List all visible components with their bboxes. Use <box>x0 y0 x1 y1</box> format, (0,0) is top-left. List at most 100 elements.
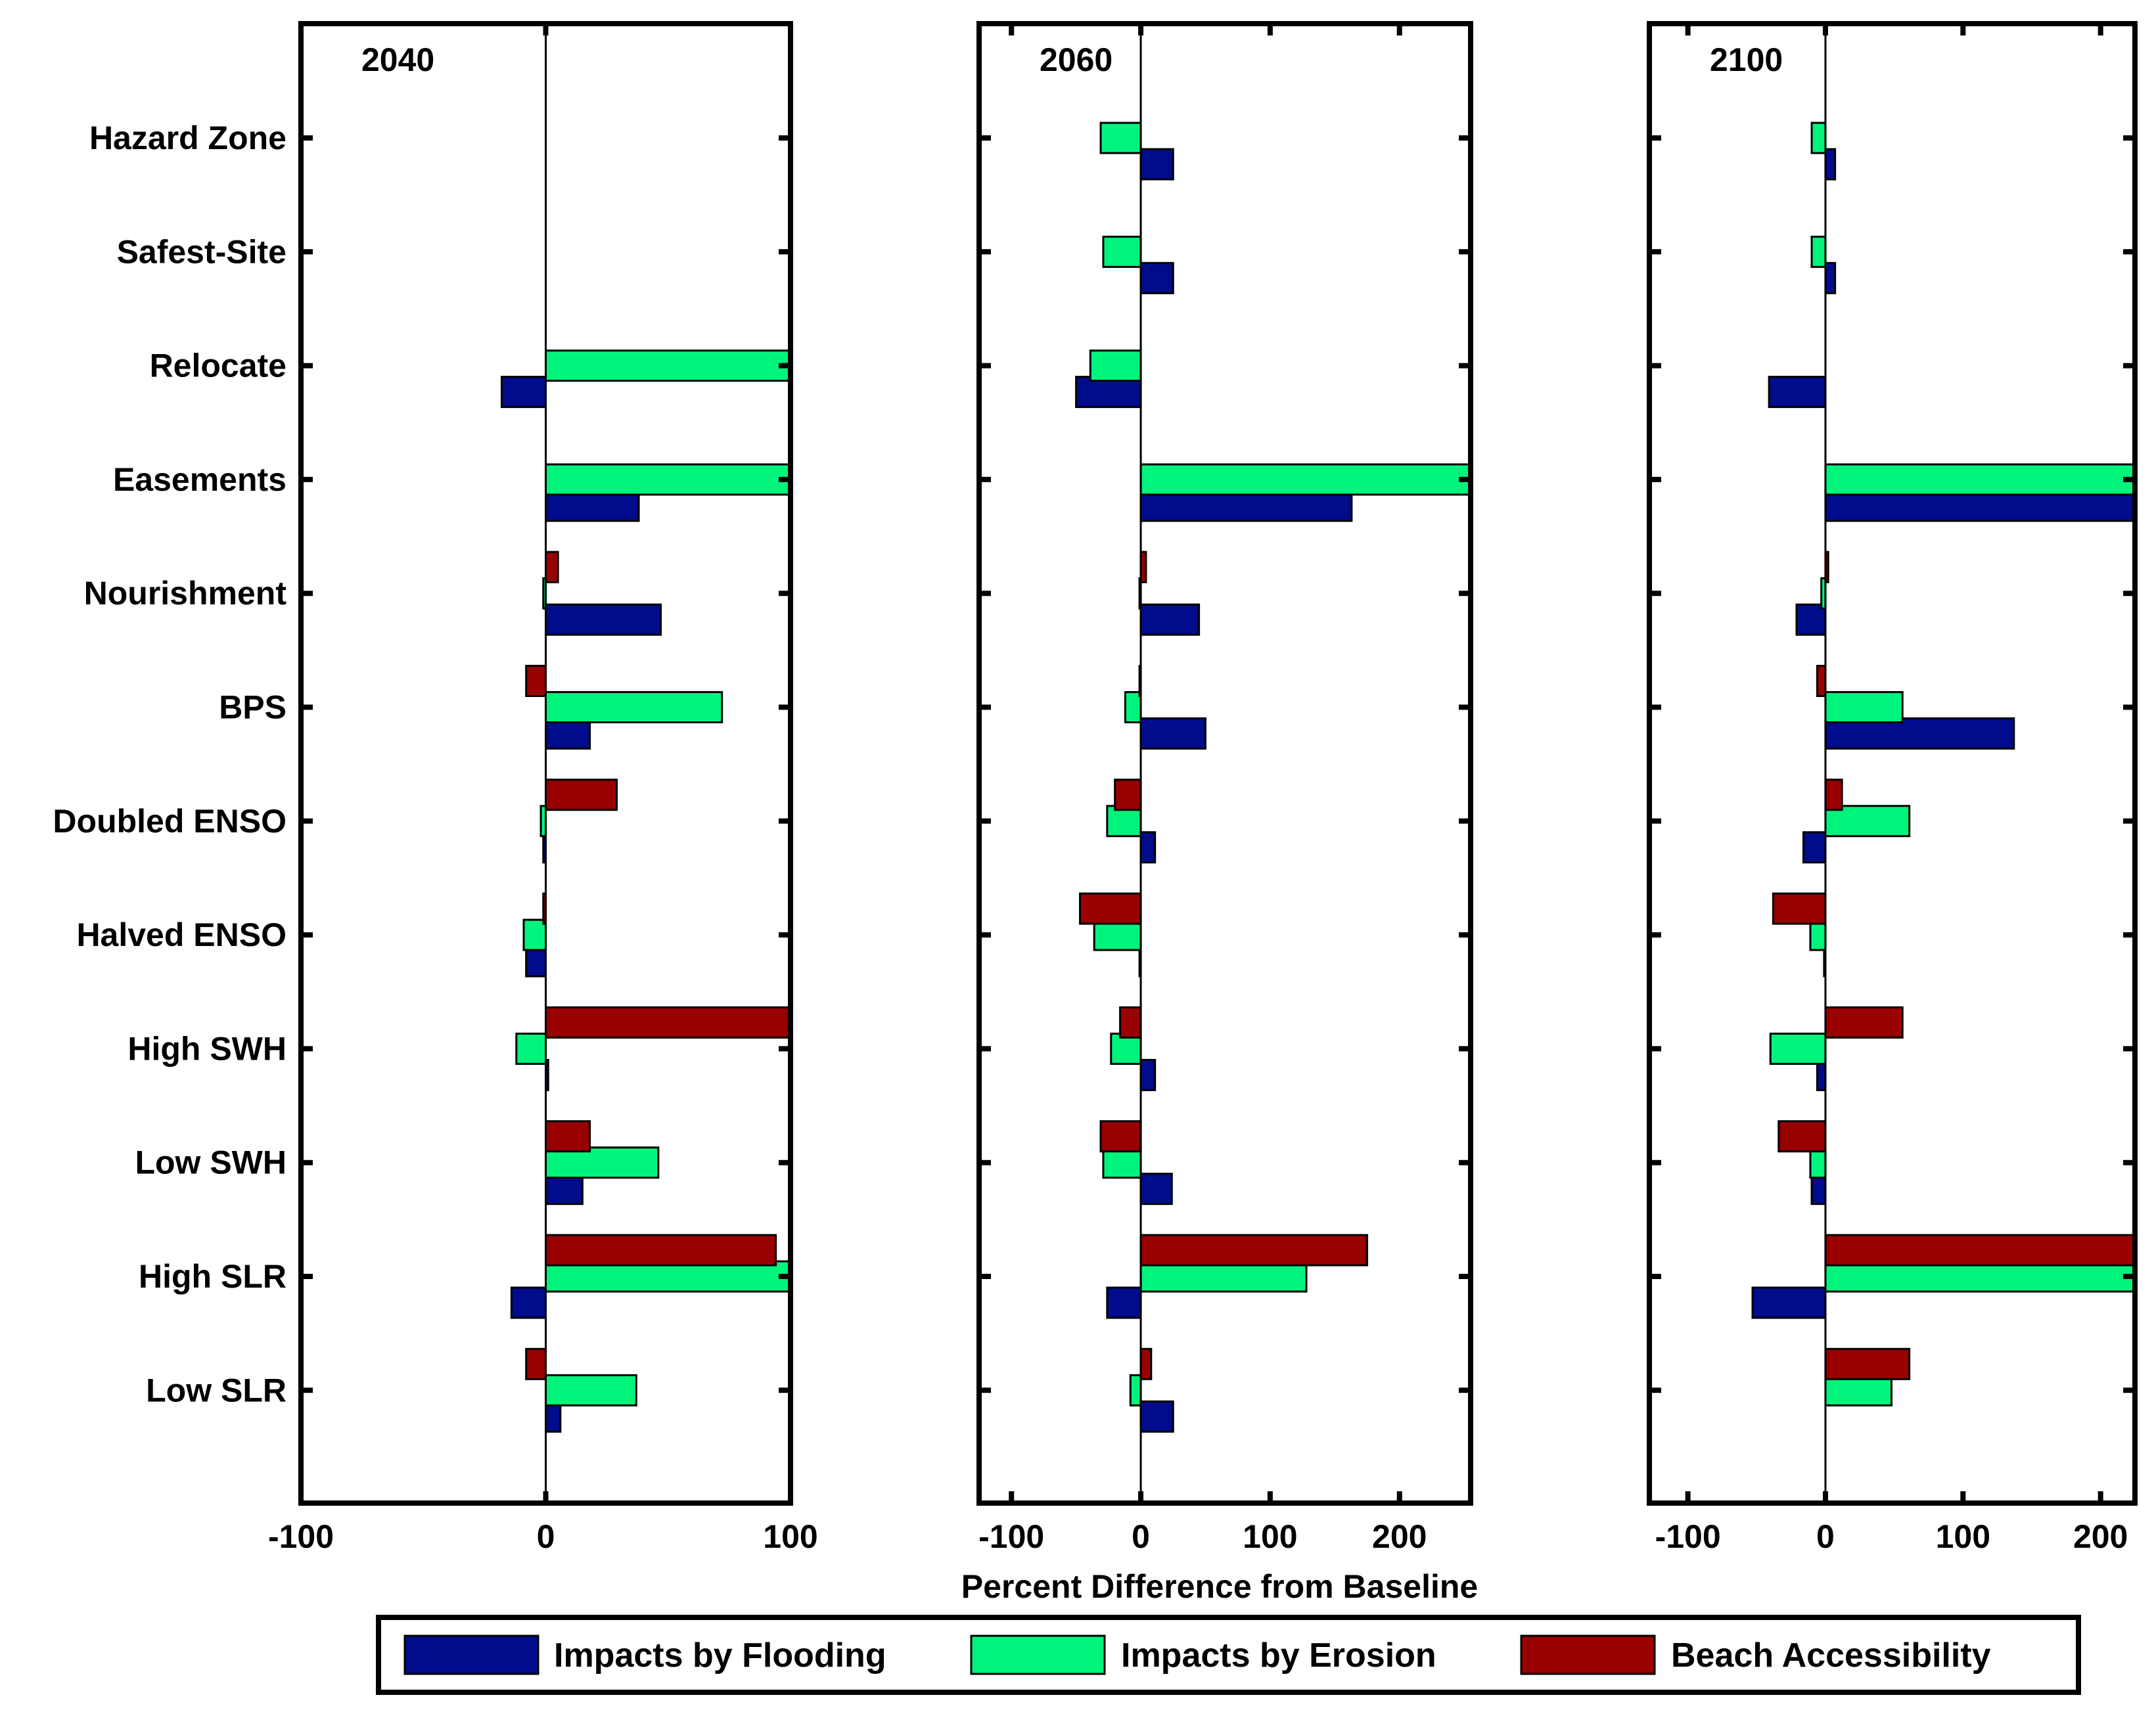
bar-2060-nourishment-impacts-by-flooding <box>1139 603 1201 636</box>
bar-2100-high-swh-beach-accessibility <box>1824 1006 1904 1039</box>
bar-2040-relocate-impacts-by-erosion <box>545 349 792 382</box>
category-label-halved-enso: Halved ENSO <box>76 916 287 953</box>
bar-2100-bps-impacts-by-flooding <box>1824 717 2015 750</box>
xtick-label-2040-100: -100 <box>268 1518 334 1555</box>
category-label-low-slr: Low SLR <box>146 1372 287 1408</box>
bar-2060-high-slr-impacts-by-flooding <box>1106 1286 1142 1319</box>
bar-2100-high-slr-beach-accessibility <box>1824 1234 2136 1267</box>
xtick-label-2060-100: 100 <box>1243 1518 1297 1555</box>
bar-2060-safest-site-impacts-by-flooding <box>1139 261 1174 294</box>
category-label-nourishment: Nourishment <box>84 575 287 612</box>
category-label-doubled-enso: Doubled ENSO <box>53 803 287 840</box>
legend: Impacts by Flooding Impacts by Erosion Bea… <box>376 1615 2081 1695</box>
bar-2100-safest-site-impacts-by-erosion <box>1810 235 1827 268</box>
bar-2100-relocate-impacts-by-flooding <box>1768 376 1827 409</box>
bar-2060-doubled-enso-beach-accessibility <box>1114 778 1142 811</box>
category-label-relocate: Relocate <box>150 348 287 384</box>
bar-2060-halved-enso-impacts-by-erosion <box>1093 918 1142 951</box>
xtick-label-2100-200: 200 <box>2073 1518 2128 1555</box>
bar-2060-halved-enso-beach-accessibility <box>1079 892 1142 925</box>
bar-2100-safest-site-impacts-by-flooding <box>1824 261 1837 294</box>
bar-2040-high-slr-impacts-by-flooding <box>510 1286 547 1319</box>
bar-2040-nourishment-impacts-by-flooding <box>545 603 662 636</box>
category-label-easements: Easements <box>113 461 287 498</box>
bar-2100-easements-impacts-by-erosion <box>1824 463 2136 496</box>
bar-2060-easements-impacts-by-erosion <box>1139 463 1472 496</box>
bar-2100-doubled-enso-impacts-by-flooding <box>1802 831 1827 864</box>
bar-2060-bps-impacts-by-flooding <box>1139 717 1206 750</box>
panel-2060: -100 0 100 200 2060 <box>976 21 1473 1555</box>
bar-2100-halved-enso-beach-accessibility <box>1772 892 1827 925</box>
legend-box <box>376 1615 2081 1695</box>
xtick-label-2100-0: 0 <box>1816 1518 1835 1555</box>
bar-2040-easements-impacts-by-erosion <box>545 463 792 496</box>
panel-title-2040: 2040 <box>361 41 434 78</box>
panel-frame-2060 <box>976 21 1473 1506</box>
bar-2100-doubled-enso-beach-accessibility <box>1824 778 1843 811</box>
legend-swatch-impacts-by-flooding <box>403 1634 539 1675</box>
legend-label-impacts-by-erosion: Impacts by Erosion <box>1121 1636 1436 1675</box>
bar-2040-low-slr-impacts-by-erosion <box>545 1374 637 1407</box>
bar-2100-high-slr-impacts-by-flooding <box>1751 1286 1827 1319</box>
bar-2100-bps-impacts-by-erosion <box>1824 691 1904 723</box>
bar-2040-high-slr-beach-accessibility <box>545 1234 777 1267</box>
category-label-high-swh: High SWH <box>127 1030 287 1067</box>
bar-2040-doubled-enso-beach-accessibility <box>545 778 618 811</box>
xtick-label-2060-100: -100 <box>978 1518 1044 1555</box>
bar-2060-hazard-zone-impacts-by-erosion <box>1099 122 1142 154</box>
panel-2040: -100 0 100 2040 <box>268 21 818 1555</box>
category-label-low-swh: Low SWH <box>135 1144 287 1181</box>
bar-2060-low-slr-beach-accessibility <box>1139 1347 1153 1380</box>
bar-2040-low-swh-beach-accessibility <box>545 1120 591 1153</box>
bar-2060-high-slr-beach-accessibility <box>1139 1234 1369 1267</box>
bar-2100-high-slr-impacts-by-erosion <box>1824 1260 2136 1293</box>
bar-2100-hazard-zone-impacts-by-flooding <box>1824 148 1837 181</box>
bar-2040-high-swh-beach-accessibility <box>545 1006 792 1039</box>
bar-2040-low-swh-impacts-by-erosion <box>545 1146 660 1179</box>
category-label-high-slr: High SLR <box>139 1258 287 1295</box>
bar-2060-bps-impacts-by-erosion <box>1124 691 1142 723</box>
bar-2060-doubled-enso-impacts-by-flooding <box>1139 831 1157 864</box>
bar-2040-high-swh-impacts-by-erosion <box>515 1032 547 1065</box>
bar-2040-relocate-impacts-by-flooding <box>500 376 547 409</box>
bar-2100-low-slr-beach-accessibility <box>1824 1347 1911 1380</box>
bar-2060-low-slr-impacts-by-flooding <box>1139 1400 1174 1433</box>
panel-title-2060: 2060 <box>1040 41 1112 78</box>
bar-2100-low-swh-beach-accessibility <box>1778 1120 1827 1153</box>
bar-2060-hazard-zone-impacts-by-flooding <box>1139 148 1174 181</box>
panel-2100: -100 0 100 200 2100 <box>1647 21 2138 1555</box>
bar-2040-bps-beach-accessibility <box>525 665 547 697</box>
xtick-label-2100-100: 100 <box>1936 1518 1990 1555</box>
bar-2060-relocate-impacts-by-erosion <box>1089 349 1142 382</box>
bar-2100-bps-beach-accessibility <box>1816 665 1827 697</box>
x-axis-title: Percent Difference from Baseline <box>961 1568 1478 1605</box>
xtick-label-2060-0: 0 <box>1132 1518 1150 1555</box>
legend-swatch-impacts-by-erosion <box>970 1634 1106 1675</box>
category-label-bps: BPS <box>219 689 287 726</box>
legend-label-impacts-by-flooding: Impacts by Flooding <box>554 1636 886 1675</box>
xtick-label-2040-100: 100 <box>763 1518 817 1555</box>
bar-2060-easements-impacts-by-flooding <box>1139 489 1353 522</box>
xtick-label-2040-0: 0 <box>537 1518 555 1555</box>
bar-2040-bps-impacts-by-flooding <box>545 717 591 750</box>
panel-title-2100: 2100 <box>1710 41 1783 78</box>
legend-label-beach-accessibility: Beach Accessibility <box>1671 1636 1991 1675</box>
bar-2040-low-slr-beach-accessibility <box>525 1347 547 1380</box>
bar-2060-safest-site-impacts-by-erosion <box>1102 235 1142 268</box>
legend-swatch-beach-accessibility <box>1520 1634 1656 1675</box>
bar-2060-low-slr-impacts-by-erosion <box>1129 1374 1142 1407</box>
bar-2060-low-swh-beach-accessibility <box>1099 1120 1142 1153</box>
xtick-label-2100-100: -100 <box>1655 1518 1721 1555</box>
panel-frame-2100 <box>1647 21 2138 1506</box>
bar-2040-bps-impacts-by-erosion <box>545 691 723 723</box>
bar-2060-high-swh-impacts-by-flooding <box>1139 1058 1157 1091</box>
bar-2060-low-swh-impacts-by-flooding <box>1139 1173 1173 1205</box>
category-label-safest-site: Safest-Site <box>117 233 287 270</box>
bar-2040-nourishment-beach-accessibility <box>545 551 559 583</box>
bar-2100-hazard-zone-impacts-by-erosion <box>1810 122 1827 154</box>
xtick-label-2060-200: 200 <box>1372 1518 1427 1555</box>
bar-2060-high-swh-beach-accessibility <box>1119 1006 1142 1039</box>
bar-2100-high-swh-impacts-by-erosion <box>1769 1032 1827 1065</box>
category-label-hazard-zone: Hazard Zone <box>89 120 287 156</box>
